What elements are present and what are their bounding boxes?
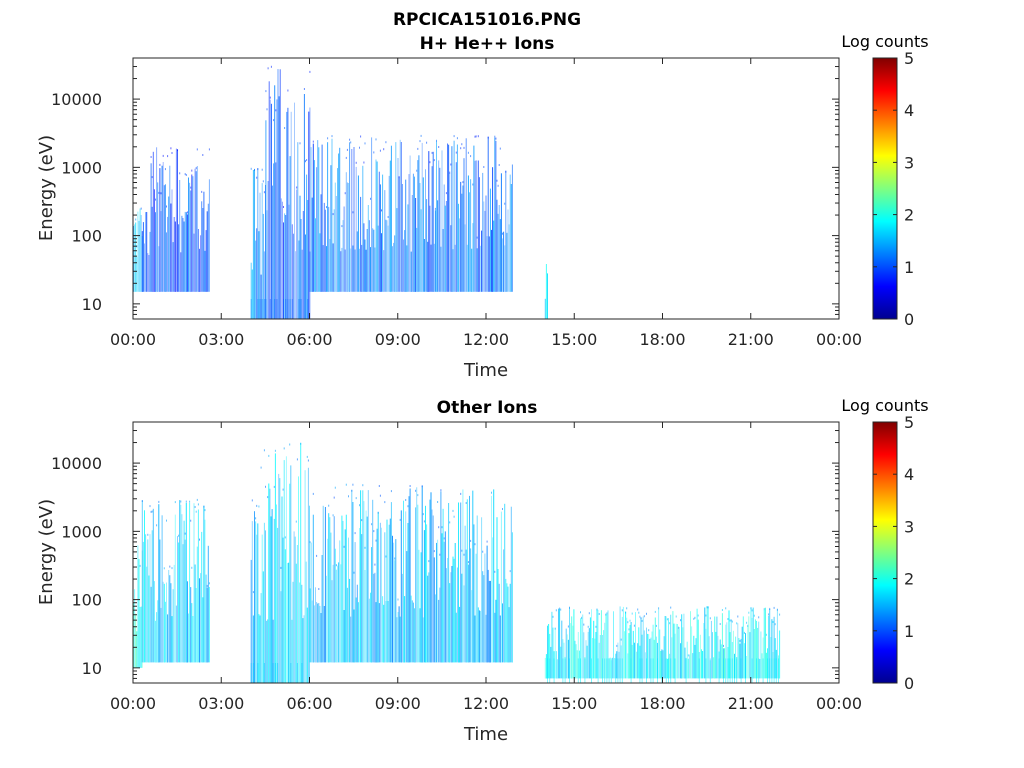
colorbar-tick-label: 1	[904, 258, 914, 277]
x-axis-label: Time	[463, 360, 508, 381]
colorbar-tick-label: 4	[904, 101, 914, 120]
spectrogram-segment	[250, 442, 310, 683]
panel-title: H+ He++ Ions	[420, 34, 555, 54]
colorbar-tick-label: 3	[904, 153, 914, 172]
x-tick-label: 06:00	[286, 330, 332, 349]
panel-title: Other Ions	[437, 398, 538, 418]
spectrogram-data	[133, 442, 781, 683]
colorbar-label: Log counts	[841, 396, 928, 415]
x-tick-label: 18:00	[639, 694, 685, 713]
colorbar-tick-label: 2	[904, 206, 914, 225]
spectrogram-segment	[133, 207, 143, 292]
y-axis-label: Energy (eV)	[36, 135, 57, 241]
spectrogram-segment	[309, 483, 513, 663]
axis-ticks: 00:00 03:00 06:00 09:00 12:00 15:00 18:00 21:00…	[51, 421, 862, 713]
y-tick-label: 1000	[61, 158, 102, 177]
colorbar-scale	[872, 421, 898, 684]
x-axis-label: Time	[463, 724, 508, 745]
x-tick-label: 18:00	[639, 330, 685, 349]
y-tick-label: 10	[82, 295, 102, 314]
colorbar-tick-label: 5	[904, 49, 914, 68]
spectrogram-segment	[309, 134, 513, 292]
panel-other-ions: Other Ions 00:00 03:00 06:00 09:00 12:00 15:0…	[36, 396, 929, 745]
colorbar: Log counts 0 1 2 3 4 5	[841, 32, 928, 329]
x-tick-label: 21:00	[728, 330, 774, 349]
x-tick-label: 00:00	[816, 330, 862, 349]
colorbar-tick-label: 1	[904, 622, 914, 641]
spectrogram-segment	[141, 498, 210, 663]
x-tick-label: 15:00	[551, 694, 597, 713]
x-tick-label: 00:00	[110, 330, 156, 349]
x-tick-label: 03:00	[198, 694, 244, 713]
colorbar-tick-label: 0	[904, 310, 914, 329]
colorbar-tick-label: 4	[904, 465, 914, 484]
spectrogram-segment	[544, 606, 781, 683]
colorbar-scale	[872, 57, 898, 320]
spectrogram-segment	[141, 147, 210, 292]
colorbar-tick-label: 0	[904, 674, 914, 693]
axis-ticks: 00:00 03:00 06:00 09:00 12:00 15:00 18:00 21:00…	[51, 57, 862, 349]
x-tick-label: 09:00	[375, 694, 421, 713]
y-tick-label: 10000	[51, 90, 102, 109]
panel-h-he-ions: H+ He++ Ions 00:00 03:00 06:00 09:00 12:00 15…	[36, 32, 929, 381]
y-tick-label: 1000	[61, 522, 102, 541]
figure-title: RPCICA151016.PNG	[393, 10, 581, 30]
colorbar-label: Log counts	[841, 32, 928, 51]
x-tick-label: 00:00	[110, 694, 156, 713]
colorbar: Log counts 0 1 2 3 4 5	[841, 396, 928, 693]
colorbar-tick-label: 5	[904, 413, 914, 432]
x-tick-label: 21:00	[728, 694, 774, 713]
x-tick-label: 15:00	[551, 330, 597, 349]
spectrogram-data	[133, 65, 548, 319]
colorbar-tick-label: 2	[904, 570, 914, 589]
y-axis-label: Energy (eV)	[36, 499, 57, 605]
x-tick-label: 12:00	[463, 694, 509, 713]
spectrogram-segment	[544, 264, 548, 319]
colorbar-tick-label: 3	[904, 517, 914, 536]
y-tick-label: 100	[71, 227, 102, 246]
x-tick-label: 12:00	[463, 330, 509, 349]
y-tick-label: 10000	[51, 454, 102, 473]
y-tick-label: 100	[71, 591, 102, 610]
x-tick-label: 03:00	[198, 330, 244, 349]
y-tick-label: 10	[82, 659, 102, 678]
spectrogram-segment	[250, 167, 266, 319]
x-tick-label: 00:00	[816, 694, 862, 713]
x-tick-label: 06:00	[286, 694, 332, 713]
spectrogram-segment	[265, 65, 311, 319]
x-tick-label: 09:00	[375, 330, 421, 349]
